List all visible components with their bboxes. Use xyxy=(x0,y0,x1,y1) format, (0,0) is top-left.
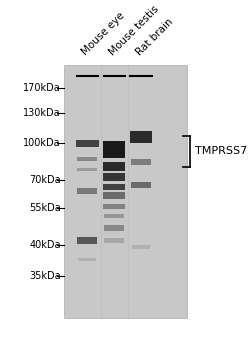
Bar xyxy=(77,156,98,161)
Bar xyxy=(103,204,125,209)
Bar xyxy=(131,159,151,165)
Bar xyxy=(77,237,98,244)
Text: 170kDa: 170kDa xyxy=(23,83,60,93)
Text: Rat brain: Rat brain xyxy=(134,16,175,57)
Text: 35kDa: 35kDa xyxy=(29,271,60,281)
Text: Mouse testis: Mouse testis xyxy=(107,4,161,57)
Text: TMPRSS7: TMPRSS7 xyxy=(195,146,247,156)
Bar xyxy=(103,174,125,181)
Bar xyxy=(76,140,99,147)
Bar xyxy=(103,162,125,171)
Text: 40kDa: 40kDa xyxy=(29,240,60,250)
Bar xyxy=(103,141,125,158)
Text: Mouse eye: Mouse eye xyxy=(80,10,127,57)
Bar xyxy=(104,225,124,231)
Bar xyxy=(104,238,124,243)
Text: 55kDa: 55kDa xyxy=(29,203,60,213)
Bar xyxy=(103,193,125,199)
Text: 70kDa: 70kDa xyxy=(29,175,60,186)
Bar xyxy=(77,168,98,172)
Text: 100kDa: 100kDa xyxy=(23,138,60,148)
Bar xyxy=(130,131,152,144)
Bar xyxy=(104,214,124,218)
Bar xyxy=(77,188,98,194)
Bar xyxy=(131,182,151,188)
Bar xyxy=(103,183,125,190)
Bar xyxy=(64,65,187,318)
Text: 130kDa: 130kDa xyxy=(23,107,60,118)
Bar xyxy=(78,258,96,261)
Bar xyxy=(132,245,150,248)
